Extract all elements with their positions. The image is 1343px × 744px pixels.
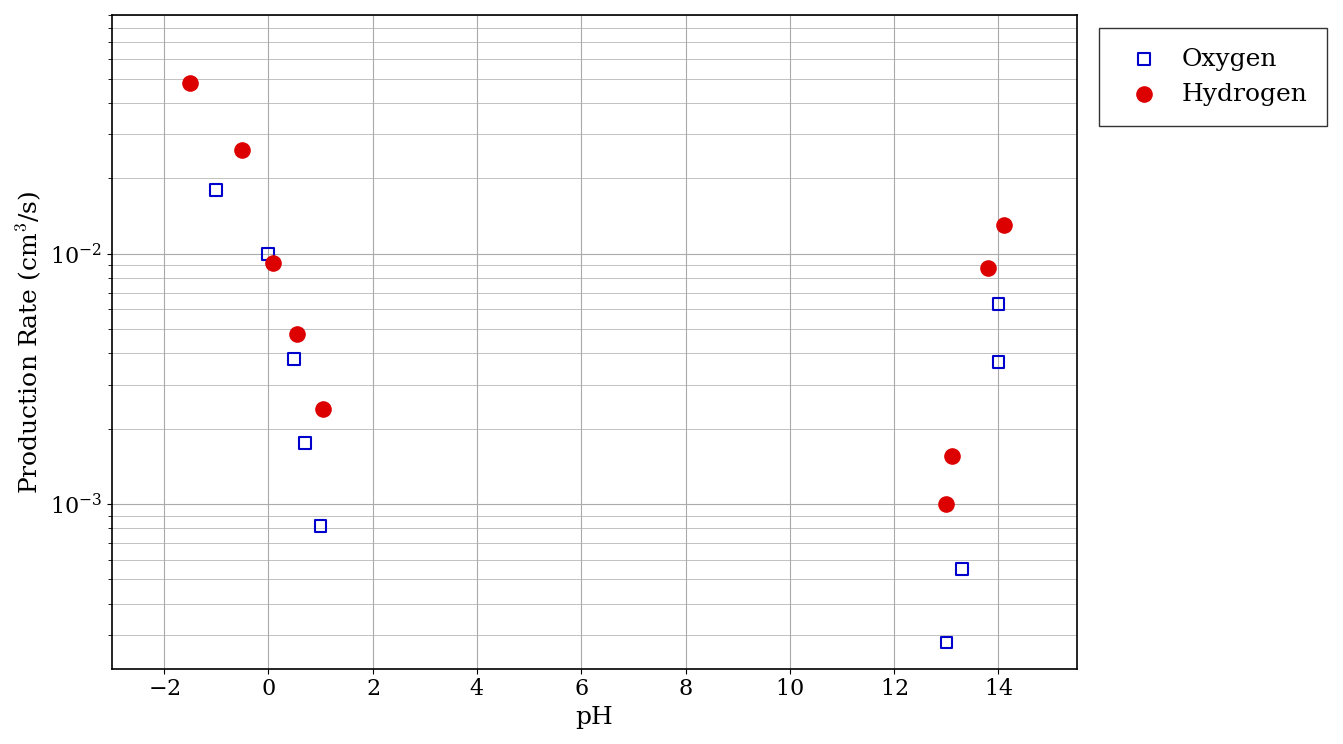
Hydrogen <box>231 144 252 156</box>
Oxygen <box>310 520 332 532</box>
Hydrogen <box>936 498 958 510</box>
X-axis label: pH: pH <box>575 706 614 729</box>
Hydrogen <box>992 219 1014 231</box>
Oxygen <box>987 356 1009 368</box>
Y-axis label: Production Rate (cm$^3$/s): Production Rate (cm$^3$/s) <box>15 190 44 493</box>
Hydrogen <box>263 257 285 269</box>
Oxygen <box>294 437 316 449</box>
Hydrogen <box>978 262 999 274</box>
Oxygen <box>936 637 958 649</box>
Oxygen <box>987 298 1009 310</box>
Legend: Oxygen, Hydrogen: Oxygen, Hydrogen <box>1099 28 1327 126</box>
Oxygen <box>283 353 305 365</box>
Hydrogen <box>312 403 333 415</box>
Oxygen <box>258 248 279 260</box>
Hydrogen <box>286 327 308 339</box>
Hydrogen <box>179 77 200 89</box>
Oxygen <box>951 563 972 575</box>
Hydrogen <box>941 451 963 463</box>
Oxygen <box>205 184 227 196</box>
